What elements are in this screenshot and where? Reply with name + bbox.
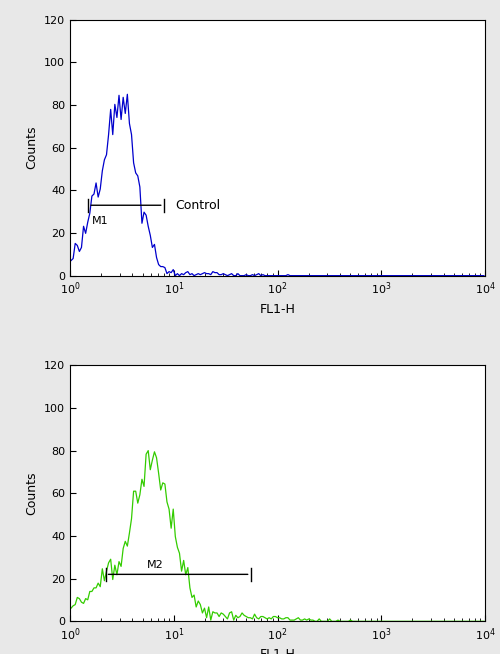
Y-axis label: Counts: Counts [26,126,38,169]
X-axis label: FL1-H: FL1-H [260,303,296,316]
X-axis label: FL1-H: FL1-H [260,648,296,654]
Text: M2: M2 [147,560,164,570]
Y-axis label: Counts: Counts [26,472,38,515]
Text: Control: Control [176,199,220,212]
Text: M1: M1 [92,216,108,226]
